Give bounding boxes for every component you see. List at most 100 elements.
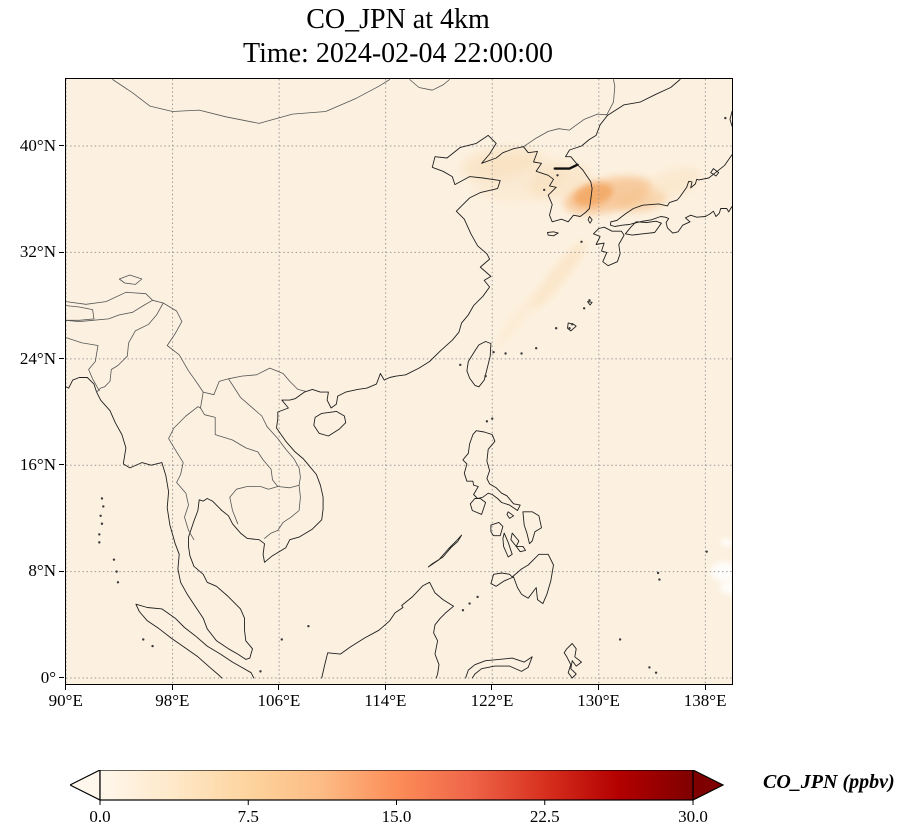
feature-palawan — [427, 534, 463, 568]
islet-dot — [491, 417, 494, 420]
islet-dot — [461, 609, 465, 612]
feature-sumatra — [135, 603, 255, 679]
islet-dot — [115, 570, 118, 573]
plume-blob — [710, 562, 732, 581]
feature-negros — [502, 532, 513, 558]
islet-dot — [102, 505, 105, 508]
plume-blob — [531, 241, 586, 309]
islet-dot — [658, 578, 661, 581]
islet-dot — [492, 350, 495, 354]
feature-mongolia-ne-border — [409, 79, 451, 91]
feature-halmahera — [563, 643, 582, 679]
y-tick-label: 0° — [40, 667, 56, 687]
colorbar-right-arrow — [692, 769, 725, 801]
feature-luzon — [462, 430, 521, 511]
x-tick-mark — [598, 684, 600, 690]
x-tick-mark — [171, 684, 173, 690]
y-tick-label: 32°N — [19, 242, 56, 262]
y-tick-mark — [59, 145, 64, 147]
islet-dot — [654, 671, 658, 674]
feature-primorye-coast — [607, 79, 681, 116]
plume-blob — [720, 580, 732, 595]
graticule — [66, 79, 732, 684]
islet-dot — [520, 352, 523, 355]
islet-dot — [468, 602, 471, 605]
feature-korea-coast — [523, 114, 608, 223]
feature-india-myanmar-border — [96, 302, 164, 393]
islet-dot — [570, 323, 574, 326]
feature-sado — [710, 168, 720, 177]
islet-dot — [98, 541, 101, 544]
feature-laos-north-border — [197, 391, 204, 409]
feature-russia-china-border — [606, 79, 616, 116]
islet-dot — [582, 307, 586, 310]
islet-dot — [459, 363, 462, 367]
islet-dot — [100, 497, 104, 500]
feature-china-seasia-coast — [66, 134, 524, 660]
feature-sulawesi-arm — [465, 656, 533, 679]
islet-dot — [705, 550, 708, 553]
islet-dot — [618, 638, 622, 641]
islet-dot — [534, 346, 538, 350]
y-tick-label: 40°N — [19, 135, 56, 155]
islet-dot — [99, 514, 102, 517]
plume-blob — [494, 290, 541, 348]
y-tick-label: 16°N — [19, 454, 56, 474]
x-tick-mark — [384, 684, 386, 690]
y-tick-mark — [59, 677, 64, 679]
y-tick-mark — [59, 570, 64, 572]
x-tick-mark — [278, 684, 280, 690]
islet-dot — [151, 644, 154, 648]
feature-cambodia-coastal-border — [229, 496, 239, 525]
colorbar-tick-label: 22.5 — [529, 807, 560, 826]
feature-borneo — [321, 581, 455, 679]
feature-panay — [490, 521, 504, 537]
islet-dot — [307, 624, 310, 628]
plume-blob — [645, 167, 702, 200]
plume-blob — [720, 538, 732, 547]
feature-amami — [587, 301, 593, 306]
islet-dot — [485, 420, 489, 423]
y-tick-label: 24°N — [19, 348, 56, 368]
islet-dot — [504, 352, 507, 355]
y-tick-label: 8°N — [28, 561, 56, 581]
feature-bohol — [515, 545, 526, 553]
feature-assam-border — [66, 299, 153, 323]
feature-laos-vietnam-border — [228, 378, 301, 486]
co-plume-layer — [460, 147, 732, 595]
feature-china-mongolia-border — [112, 79, 391, 124]
islet-dot — [98, 533, 101, 536]
colorbar-label: CO_JPN (ppbv) — [763, 771, 895, 793]
islet-dot — [568, 327, 571, 330]
feature-nk-china-border — [523, 113, 608, 148]
feature-samar-leyte — [522, 511, 542, 545]
x-tick-mark — [491, 684, 493, 690]
colorbar-gradient — [99, 769, 694, 801]
islet-dot — [142, 638, 145, 641]
islet-dot — [554, 327, 558, 330]
feature-jeju — [547, 231, 559, 237]
y-tick-mark — [59, 251, 64, 253]
y-tick-mark — [59, 358, 64, 360]
feature-mindoro — [469, 498, 487, 515]
map-canvas — [66, 79, 732, 684]
islet-dot — [100, 522, 104, 525]
feature-taiwan — [466, 341, 492, 388]
islet-dot — [280, 638, 283, 641]
x-tick-label: 114°E — [364, 691, 407, 710]
colorbar-tick-label: 30.0 — [678, 807, 708, 826]
x-tick-label: 90°E — [48, 691, 83, 710]
x-tick-label: 106°E — [257, 691, 301, 710]
feature-tibet-loop — [118, 274, 143, 285]
x-tick-label: 98°E — [155, 691, 190, 710]
x-tick-mark — [704, 684, 706, 690]
colorbar-left-arrow — [68, 769, 101, 801]
x-tick-label: 130°E — [577, 691, 620, 710]
islet-dot — [116, 581, 120, 584]
plot-subtitle: Time: 2024-02-04 22:00:00 — [242, 38, 554, 69]
feature-hainan — [313, 410, 347, 437]
coastlines-borders — [66, 79, 732, 679]
plot-title: CO_JPN at 4km — [306, 4, 490, 35]
feature-mindanao — [490, 553, 554, 605]
